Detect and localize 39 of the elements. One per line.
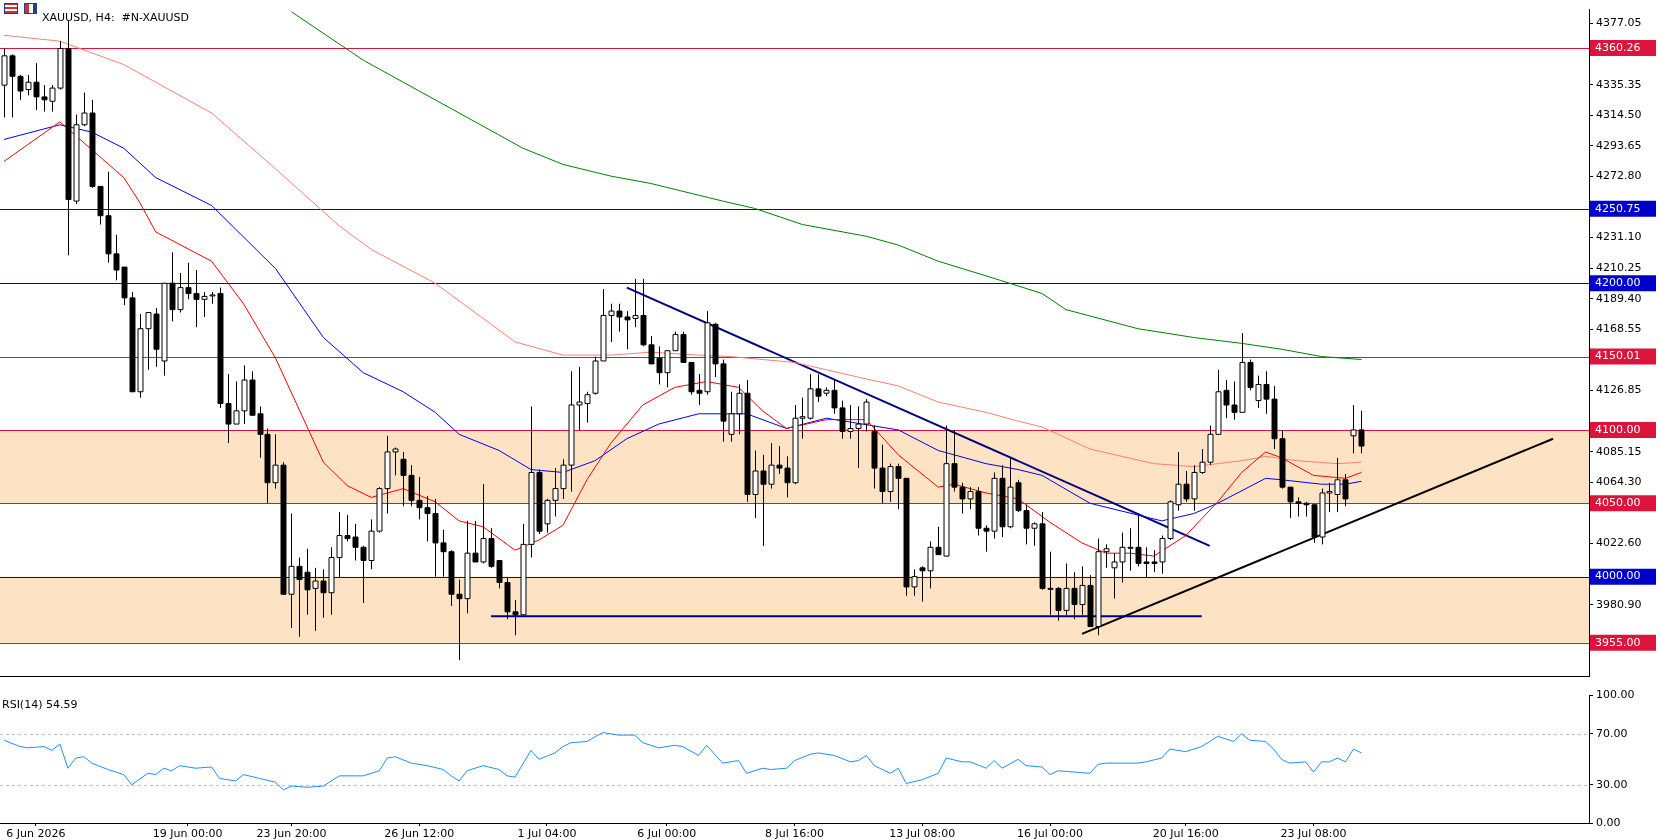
y-tick-label: 4314.50 — [1596, 108, 1642, 122]
ref-line-label: 3955.00 — [1595, 635, 1641, 649]
chart-title: RSI(14) 54.59 — [2, 698, 78, 712]
y-tick-label: 30.00 — [1596, 777, 1628, 791]
x-tick-label: 6 Jul 00:00 — [637, 827, 697, 840]
ref-line-label: 4050.00 — [1595, 496, 1641, 510]
y-tick-label: 70.00 — [1596, 726, 1628, 740]
x-tick-label: 13 Jul 08:00 — [889, 827, 956, 840]
x-tick-label: 8 Jul 16:00 — [765, 827, 824, 840]
x-tick-label: 1 Jul 04:00 — [517, 827, 577, 840]
ref-line-label: 4200.00 — [1595, 276, 1641, 290]
y-tick-label: 3980.90 — [1596, 597, 1642, 611]
x-tick-label: 20 Jul 16:00 — [1152, 827, 1219, 840]
ref-line-label: 4360.26 — [1595, 40, 1641, 54]
y-tick-label: 4085.15 — [1596, 444, 1642, 458]
chart-title: XAUUSD, H4: #N-XAUUSD — [42, 11, 190, 25]
y-tick-label: 4293.65 — [1596, 138, 1642, 152]
y-tick-label: 4126.85 — [1596, 383, 1642, 397]
y-tick-label: 4272.80 — [1596, 169, 1642, 183]
y-tick-label: 4231.10 — [1596, 230, 1642, 244]
y-tick-label: 4022.60 — [1596, 536, 1642, 550]
ref-line-label: 4000.00 — [1595, 569, 1641, 583]
ref-line-label: 4250.75 — [1595, 201, 1641, 215]
y-tick-label: 4064.30 — [1596, 475, 1642, 489]
y-tick-label: 4335.35 — [1596, 77, 1642, 91]
y-tick-label: 4168.55 — [1596, 322, 1642, 336]
y-tick-label: 4189.40 — [1596, 291, 1642, 305]
y-tick-label: 100.00 — [1596, 688, 1635, 702]
x-tick-label: 19 Jun 00:00 — [152, 827, 223, 840]
x-tick-label: 23 Jun 20:00 — [256, 827, 327, 840]
ref-line-label: 4150.01 — [1595, 349, 1641, 363]
y-tick-label: 0.00 — [1596, 815, 1621, 829]
y-tick-label: 4377.05 — [1596, 16, 1642, 30]
ref-line-label: 4100.00 — [1595, 422, 1641, 436]
x-tick-label: 26 Jun 12:00 — [384, 827, 455, 840]
y-tick-label: 4210.25 — [1596, 261, 1642, 275]
x-tick-label: 6 Jun 2026 — [6, 827, 66, 840]
x-tick-label: 16 Jul 00:00 — [1017, 827, 1083, 840]
x-tick-label: 23 Jul 08:00 — [1280, 827, 1347, 840]
